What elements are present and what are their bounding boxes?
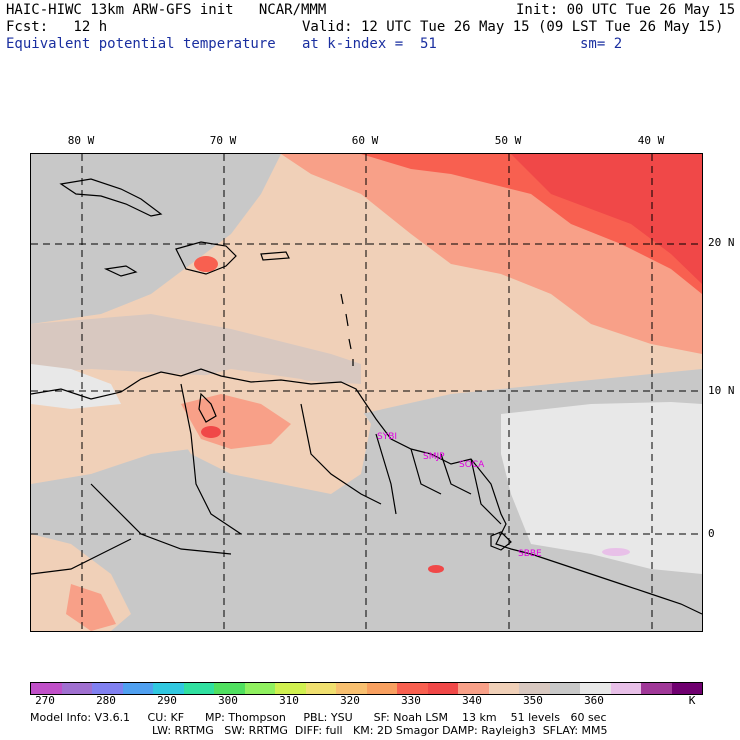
hotspot-venezuela bbox=[201, 426, 221, 438]
station-soca: SOCA bbox=[459, 460, 485, 470]
colorbar-swatch-2 bbox=[92, 683, 123, 694]
station-smjp: SMJP bbox=[423, 452, 445, 462]
level-info: at k-index = 51 bbox=[302, 36, 437, 52]
colorbar-swatch-15 bbox=[488, 683, 519, 694]
lon-label-50w: 50 W bbox=[494, 134, 522, 147]
colorbar-unit: K bbox=[688, 694, 696, 707]
field-tan-band bbox=[31, 314, 361, 384]
colorbar-label-300: 300 bbox=[218, 694, 238, 707]
field-warm-sw-core bbox=[66, 584, 116, 631]
colorbar-label-330: 330 bbox=[401, 694, 421, 707]
colorbar-swatch-6 bbox=[214, 683, 245, 694]
station-sbbe: SBBE bbox=[518, 549, 542, 559]
colorbar-swatch-10 bbox=[336, 683, 367, 694]
field-grey-nw bbox=[31, 154, 281, 324]
colorbar-swatch-20 bbox=[641, 683, 672, 694]
field-name: Equivalent potential temperature bbox=[6, 36, 276, 52]
colorbar-swatch-13 bbox=[427, 683, 458, 694]
theta-e-field bbox=[31, 154, 702, 631]
lat-label-equator: 0 bbox=[708, 527, 715, 540]
colorbar-label-310: 310 bbox=[279, 694, 299, 707]
lat-label-20n: 20 N bbox=[708, 236, 735, 249]
model-info-line2: LW: RRTMG SW: RRTMG DIFF: full KM: 2D Sm… bbox=[152, 724, 608, 737]
map-panel[interactable]: SYBI SMJP SOCA SBBE bbox=[30, 153, 703, 632]
station-sybi: SYBI bbox=[377, 432, 398, 442]
colorbar-swatch-17 bbox=[549, 683, 580, 694]
colorbar-label-320: 320 bbox=[340, 694, 360, 707]
colorbar-swatch-7 bbox=[244, 683, 275, 694]
colorbar-swatch-4 bbox=[153, 683, 184, 694]
lon-label-70w: 70 W bbox=[209, 134, 237, 147]
colorbar-label-350: 350 bbox=[523, 694, 543, 707]
colorbar-label-280: 280 bbox=[96, 694, 116, 707]
lat-label-10n: 10 N bbox=[708, 384, 735, 397]
colorbar-swatch-5 bbox=[183, 683, 214, 694]
colorbar-swatch-14 bbox=[458, 683, 489, 694]
colorbar-label-360: 360 bbox=[584, 694, 604, 707]
lon-label-60w: 60 W bbox=[351, 134, 379, 147]
field-hottest-ne bbox=[511, 154, 702, 284]
colorbar-swatch-21 bbox=[671, 683, 702, 694]
lon-label-40w: 40 W bbox=[637, 134, 665, 147]
lavender-patch bbox=[602, 548, 630, 556]
colorbar-swatch-18 bbox=[580, 683, 611, 694]
hotspot-hispaniola bbox=[194, 256, 218, 272]
colorbar-swatch-11 bbox=[366, 683, 397, 694]
coastlines bbox=[31, 178, 702, 615]
colorbar-swatch-3 bbox=[122, 683, 153, 694]
colorbar-label-290: 290 bbox=[157, 694, 177, 707]
valid-time: Valid: 12 UTC Tue 26 May 15 (09 LST Tue … bbox=[302, 19, 724, 35]
colorbar-swatch-0 bbox=[31, 683, 62, 694]
colorbar-swatch-12 bbox=[397, 683, 428, 694]
colorbar-swatch-8 bbox=[275, 683, 306, 694]
plot-title: HAIC-HIWC 13km ARW-GFS init NCAR/MMM bbox=[6, 2, 327, 18]
init-time: Init: 00 UTC Tue 26 May 15 bbox=[516, 2, 736, 18]
colorbar-swatch-1 bbox=[61, 683, 92, 694]
model-info-line1: Model Info: V3.6.1 CU: KF MP: Thompson P… bbox=[30, 711, 607, 724]
colorbar-swatch-9 bbox=[305, 683, 336, 694]
colorbar bbox=[30, 682, 703, 695]
colorbar-swatch-19 bbox=[610, 683, 641, 694]
smoothing-info: sm= 2 bbox=[580, 36, 623, 52]
colorbar-label-270: 270 bbox=[35, 694, 55, 707]
lat-lon-grid bbox=[31, 154, 702, 631]
hotspot-amazon bbox=[428, 565, 444, 573]
colorbar-label-340: 340 bbox=[462, 694, 482, 707]
lon-label-80w: 80 W bbox=[67, 134, 95, 147]
forecast-hour: Fcst: 12 h bbox=[6, 19, 108, 35]
colorbar-swatch-16 bbox=[519, 683, 550, 694]
